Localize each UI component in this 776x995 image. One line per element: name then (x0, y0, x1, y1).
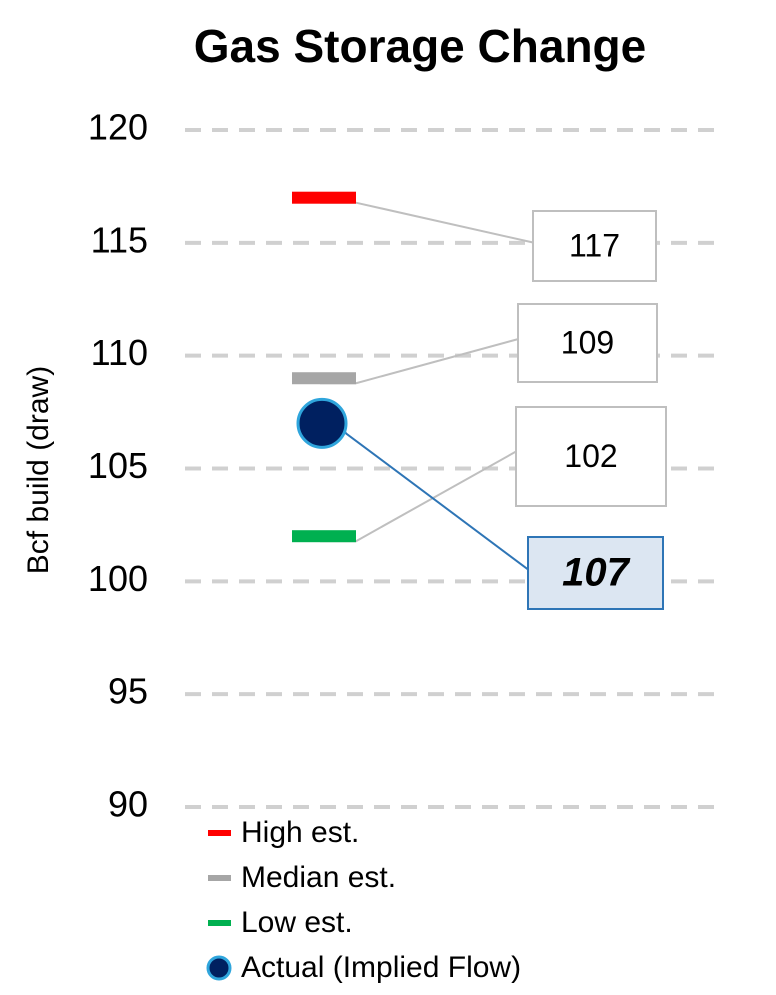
leader-line (320, 201, 534, 244)
estimate-marker (292, 372, 356, 385)
chart-title: Gas Storage Change (194, 20, 646, 72)
label-box (527, 536, 664, 610)
leader-line (341, 426, 529, 571)
legend-label: High est. (241, 816, 359, 849)
data-label: 117 (569, 227, 620, 263)
data-label: 107 (562, 551, 630, 595)
y-tick-label: 110 (91, 332, 148, 373)
legend-marker (208, 830, 231, 836)
y-tick-label: 120 (88, 107, 148, 148)
y-tick-label: 105 (88, 445, 148, 486)
y-tick-label: 95 (108, 671, 148, 712)
label-box (532, 210, 657, 282)
estimate-marker (292, 191, 356, 204)
y-tick-label: 115 (91, 219, 148, 260)
y-axis-label: Bcf build (draw) (22, 366, 55, 574)
legend-label: Low est. (241, 906, 353, 939)
label-box (517, 303, 658, 383)
legend-marker (208, 920, 231, 926)
y-tick-label: 90 (108, 784, 148, 825)
actual-marker (296, 397, 348, 449)
label-box (515, 406, 667, 507)
data-label: 102 (564, 438, 617, 474)
estimate-marker (292, 530, 356, 543)
leader-line (320, 450, 517, 543)
data-label: 109 (561, 324, 614, 360)
legend-marker (206, 955, 232, 981)
legend-label: Actual (Implied Flow) (241, 951, 521, 984)
legend-marker (208, 875, 231, 881)
y-tick-label: 100 (88, 558, 148, 599)
legend-label: Median est. (241, 861, 396, 894)
